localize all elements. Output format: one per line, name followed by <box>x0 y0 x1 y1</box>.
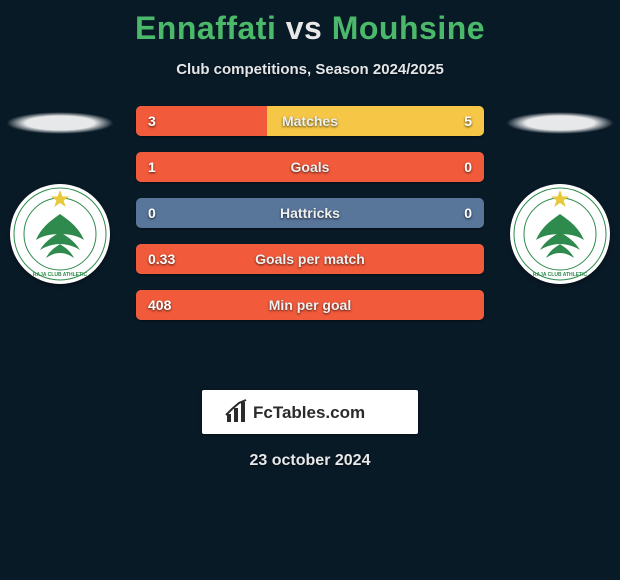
stat-label: Matches <box>136 106 484 136</box>
stat-label: Goals <box>136 152 484 182</box>
shadow-ellipse-right <box>506 112 614 134</box>
stat-rows: 35Matches 10Goals 00Hattricks 0.33Goals per… <box>136 106 484 336</box>
svg-text:RAJA CLUB ATHLETIC: RAJA CLUB ATHLETIC <box>33 272 88 278</box>
stat-label: Min per goal <box>136 290 484 320</box>
stat-row: 408Min per goal <box>136 290 484 320</box>
stat-label: Goals per match <box>136 244 484 274</box>
club-badge-left: RAJA CLUB ATHLETIC <box>10 184 110 284</box>
stat-row: 10Goals <box>136 152 484 182</box>
fctables-logo: FcTables.com <box>225 398 395 426</box>
brand-text: FcTables.com <box>253 403 365 422</box>
vs-label: vs <box>286 10 323 46</box>
subtitle: Club competitions, Season 2024/2025 <box>0 61 620 78</box>
comparison-arena: RAJA CLUB ATHLETIC RAJA CLUB ATHLETIC <box>0 112 620 372</box>
player2-name: Mouhsine <box>332 10 485 46</box>
raja-badge-icon: RAJA CLUB ATHLETIC <box>10 184 110 284</box>
stat-label: Hattricks <box>136 198 484 228</box>
date-label: 23 october 2024 <box>0 452 620 470</box>
page-title: Ennaffati vs Mouhsine <box>0 0 620 47</box>
svg-text:RAJA CLUB ATHLETIC: RAJA CLUB ATHLETIC <box>533 272 588 278</box>
shadow-ellipse-left <box>6 112 114 134</box>
bar-chart-icon <box>226 400 246 422</box>
stat-row: 0.33Goals per match <box>136 244 484 274</box>
stat-row: 00Hattricks <box>136 198 484 228</box>
player1-name: Ennaffati <box>135 10 276 46</box>
brand-box: FcTables.com <box>202 390 418 434</box>
stat-row: 35Matches <box>136 106 484 136</box>
club-badge-right: RAJA CLUB ATHLETIC <box>510 184 610 284</box>
raja-badge-icon: RAJA CLUB ATHLETIC <box>510 184 610 284</box>
